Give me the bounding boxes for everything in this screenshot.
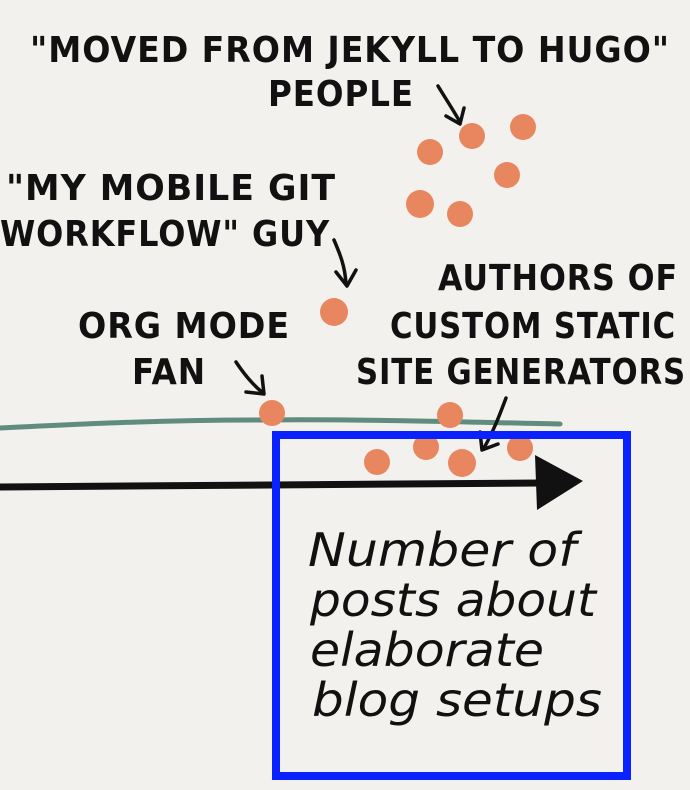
dot-ssg-4	[364, 449, 390, 475]
dot-jekyll-1	[459, 123, 485, 149]
dot-jekyll-5	[406, 190, 434, 218]
dot-ssg-5	[448, 449, 476, 477]
x-axis-line	[0, 479, 544, 491]
label-authors-line2: CUSTOM STATIC	[390, 306, 676, 347]
dot-jekyll-4	[494, 162, 520, 188]
dot-org-mode	[259, 400, 285, 426]
dot-ssg-1	[437, 402, 463, 428]
label-org-line1: ORG MODE	[78, 306, 290, 347]
highlight-box	[272, 431, 631, 780]
label-mobile-line1: "MY MOBILE GIT	[6, 168, 336, 209]
axis-label-line4: blog setups	[312, 673, 602, 727]
dot-mobile-git	[320, 298, 348, 326]
axis-label-line1: Number of	[308, 523, 582, 577]
dot-jekyll-6	[447, 201, 473, 227]
label-jekyll-line1: "MOVED FROM JEKYLL TO HUGO"	[30, 30, 670, 71]
dot-jekyll-2	[510, 114, 536, 140]
axis-label-line3: elaborate	[310, 623, 544, 677]
dot-jekyll-3	[417, 139, 443, 165]
label-mobile-line2: WORKFLOW" GUY	[0, 214, 330, 255]
dot-ssg-2	[413, 434, 439, 460]
arrow-mobile	[332, 238, 358, 288]
arrow-jekyll	[436, 84, 466, 126]
label-authors-line3: SITE GENERATORS	[356, 352, 686, 393]
label-jekyll-line2: PEOPLE	[268, 74, 414, 115]
baseline-line	[0, 417, 563, 431]
dot-ssg-3	[507, 435, 533, 461]
x-axis-arrowhead	[535, 455, 583, 510]
axis-label-line2: posts about	[309, 573, 598, 627]
arrow-org	[234, 360, 266, 396]
label-authors-line1: AUTHORS OF	[438, 258, 678, 299]
label-org-line2: FAN	[132, 352, 206, 393]
